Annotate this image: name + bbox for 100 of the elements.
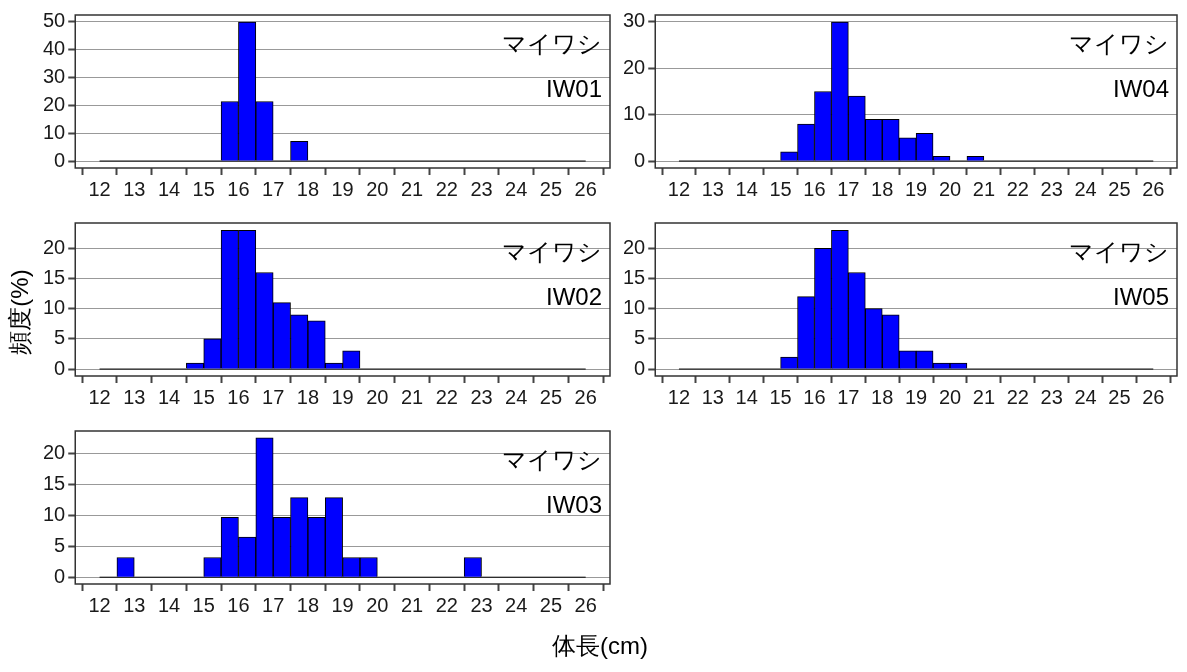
annotation: マイワシ	[502, 445, 602, 473]
y-tick-label: 10	[43, 503, 66, 526]
x-tick-label: 22	[1006, 385, 1029, 408]
annotation: IW03	[545, 490, 602, 518]
y-tick-label: 0	[54, 148, 66, 171]
x-tick-label: 12	[88, 593, 111, 616]
x-axis-title: 体長(cm)	[552, 631, 648, 661]
y-tick-label: 5	[634, 326, 646, 349]
annotation: マイワシ	[502, 237, 602, 265]
x-tick-label: 26	[574, 593, 597, 616]
x-tick-label: 26	[574, 385, 597, 408]
y-tick-label: 10	[623, 296, 646, 319]
x-tick-label: 24	[505, 593, 528, 616]
x-tick-label: 25	[1108, 177, 1131, 200]
x-tick-label: 20	[938, 177, 962, 200]
y-tick-label: 20	[623, 235, 646, 258]
x-tick-label: 21	[400, 177, 424, 200]
x-tick-label: 13	[701, 385, 724, 408]
y-tick-label: 10	[43, 120, 66, 143]
x-tick-label: 18	[871, 385, 894, 408]
y-axis-title: 頻度(%)	[5, 269, 34, 355]
y-tick-label: 15	[43, 472, 66, 495]
y-tick-label: 20	[43, 441, 66, 464]
x-tick-label: 21	[972, 385, 996, 408]
x-tick-label: 20	[366, 177, 389, 200]
x-tick-label: 21	[400, 593, 424, 616]
x-tick-label: 26	[1142, 385, 1165, 408]
x-tick-label: 22	[435, 593, 458, 616]
x-tick-label: 12	[667, 385, 691, 408]
y-tick-label: 50	[43, 9, 66, 32]
y-tick-label: 10	[43, 296, 66, 319]
x-tick-label: 17	[262, 177, 285, 200]
x-tick-label: 13	[123, 385, 146, 408]
x-tick-label: 22	[435, 177, 458, 200]
x-tick-label: 12	[88, 177, 111, 200]
annotation: マイワシ	[502, 29, 602, 57]
x-tick-label: 23	[470, 385, 493, 408]
x-tick-label: 13	[123, 593, 146, 616]
x-tick-label: 23	[470, 593, 493, 616]
x-tick-label: 20	[366, 385, 389, 408]
annotation: マイワシ	[1069, 29, 1169, 57]
x-tick-label: 19	[331, 593, 354, 616]
annotation: IW04	[1112, 74, 1169, 102]
x-tick-label: 15	[192, 385, 215, 408]
x-tick-label: 19	[905, 385, 928, 408]
y-tick-label: 5	[54, 326, 66, 349]
y-tick-label: 30	[43, 65, 66, 88]
annotation: IW01	[545, 74, 602, 102]
x-tick-label: 20	[938, 385, 962, 408]
annotation: IW02	[545, 282, 602, 310]
x-tick-label: 24	[1074, 385, 1097, 408]
x-tick-label: 12	[667, 177, 691, 200]
x-tick-label: 17	[837, 177, 860, 200]
y-tick-label: 0	[634, 148, 646, 171]
x-tick-label: 16	[803, 385, 826, 408]
x-tick-label: 18	[296, 385, 320, 408]
y-tick-label: 20	[623, 55, 646, 78]
x-tick-label: 26	[1142, 177, 1165, 200]
x-tick-label: 13	[123, 177, 146, 200]
x-tick-label: 15	[192, 593, 215, 616]
x-tick-label: 15	[192, 177, 215, 200]
x-tick-label: 16	[227, 593, 250, 616]
y-tick-label: 20	[43, 92, 66, 115]
x-tick-label: 23	[470, 177, 493, 200]
x-tick-label: 14	[157, 593, 181, 616]
x-tick-label: 18	[296, 177, 320, 200]
x-tick-label: 21	[972, 177, 996, 200]
x-tick-label: 14	[157, 177, 181, 200]
x-tick-label: 17	[262, 385, 285, 408]
x-tick-label: 17	[262, 593, 285, 616]
x-tick-label: 14	[735, 385, 758, 408]
x-tick-label: 19	[331, 385, 354, 408]
x-tick-label: 12	[88, 385, 111, 408]
x-tick-label: 16	[803, 177, 826, 200]
y-tick-label: 20	[43, 235, 66, 258]
y-tick-label: 15	[43, 266, 66, 289]
y-tick-label: 30	[623, 9, 646, 32]
x-tick-label: 19	[331, 177, 354, 200]
x-tick-label: 17	[837, 385, 860, 408]
y-tick-label: 0	[54, 356, 66, 379]
x-tick-label: 18	[296, 593, 320, 616]
x-tick-label: 22	[435, 385, 458, 408]
y-tick-label: 5	[54, 533, 66, 556]
x-tick-label: 14	[735, 177, 758, 200]
x-tick-label: 25	[539, 593, 563, 616]
y-tick-label: 40	[43, 37, 66, 60]
y-tick-label: 15	[623, 266, 646, 289]
x-tick-label: 24	[1074, 177, 1097, 200]
x-tick-label: 23	[1040, 385, 1063, 408]
x-tick-label: 20	[366, 593, 389, 616]
x-tick-label: 14	[157, 385, 181, 408]
annotation: マイワシ	[1069, 237, 1169, 265]
x-tick-label: 15	[769, 177, 792, 200]
x-tick-label: 18	[871, 177, 894, 200]
x-tick-label: 25	[539, 177, 563, 200]
y-tick-label: 0	[54, 564, 66, 587]
y-tick-label: 0	[634, 356, 646, 379]
x-tick-label: 16	[227, 385, 250, 408]
x-tick-label: 24	[505, 385, 528, 408]
x-tick-label: 19	[905, 177, 928, 200]
